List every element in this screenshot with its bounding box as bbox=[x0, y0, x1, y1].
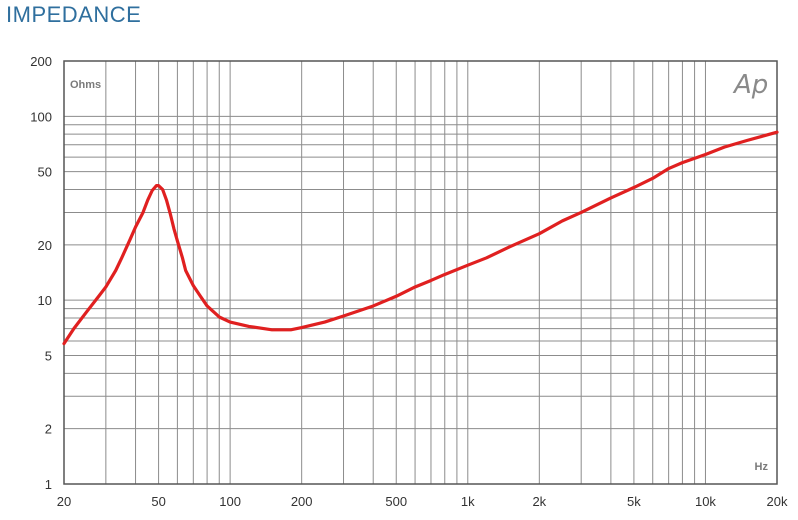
y-tick-label: 100 bbox=[30, 109, 52, 124]
x-tick-label: 20 bbox=[57, 494, 71, 509]
y-tick-label: 2 bbox=[45, 422, 52, 437]
impedance-curve bbox=[62, 130, 779, 346]
x-tick-label: 500 bbox=[385, 494, 407, 509]
x-tick-label: 20k bbox=[767, 494, 788, 509]
y-tick-label: 50 bbox=[38, 165, 52, 180]
y-tick-label: 200 bbox=[30, 54, 52, 69]
chart-title: IMPEDANCE bbox=[6, 2, 142, 27]
y-tick-label: 5 bbox=[45, 349, 52, 364]
x-tick-label: 50 bbox=[151, 494, 165, 509]
y-tick-label: 1 bbox=[45, 477, 52, 492]
x-unit-label: Hz bbox=[755, 461, 769, 473]
x-tick-label: 2k bbox=[532, 494, 546, 509]
ap-logo: Ap bbox=[732, 70, 768, 100]
y-tick-label: 20 bbox=[38, 238, 52, 253]
x-tick-label: 200 bbox=[291, 494, 313, 509]
y-tick-label: 10 bbox=[38, 293, 52, 308]
x-tick-label: 1k bbox=[461, 494, 475, 509]
plot-background bbox=[64, 61, 777, 484]
x-tick-label: 100 bbox=[219, 494, 241, 509]
x-tick-label: 5k bbox=[627, 494, 641, 509]
plot-frame bbox=[63, 60, 778, 485]
tick-labels: 20 50 100 200 500 1k 2k 5k 10k 20k 1 2 5 10 20 50 100 200 bbox=[30, 54, 788, 509]
x-tick-label: 10k bbox=[695, 494, 716, 509]
y-unit-label: Ohms bbox=[70, 79, 101, 91]
grid-lines bbox=[63, 60, 778, 485]
